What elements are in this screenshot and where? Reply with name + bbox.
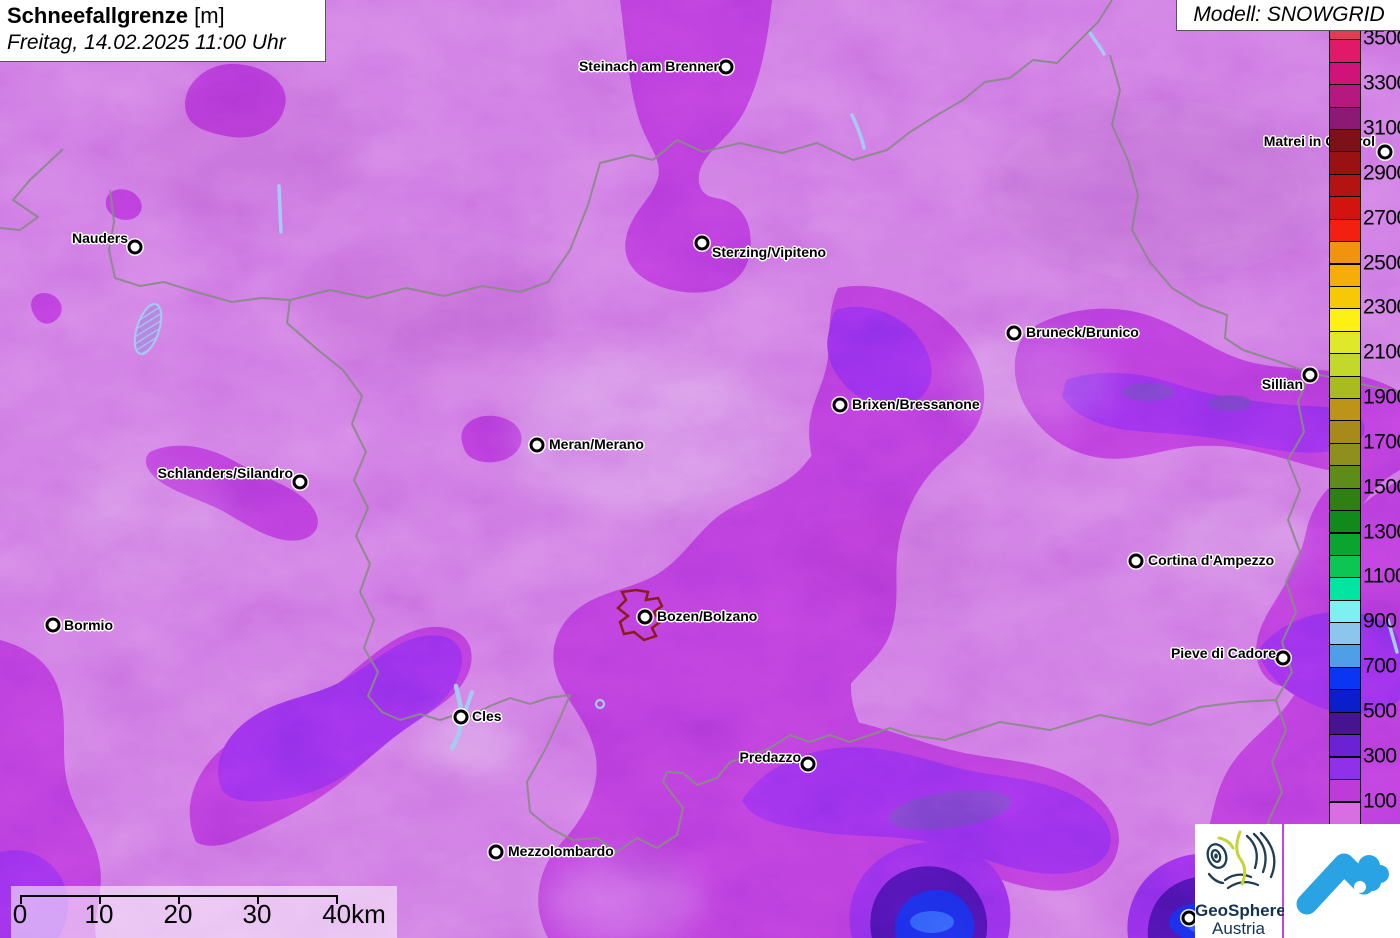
colorbar-segment [1330, 376, 1360, 399]
city-marker [1377, 144, 1393, 160]
city-label: Pieve di Cadore [1170, 645, 1276, 661]
model-box: Modell: SNOWGRID [1176, 0, 1400, 31]
colorbar-segment [1330, 600, 1360, 623]
city-label: Predazzo [739, 749, 801, 765]
scalebar: 0 10 20 30 40km [11, 886, 397, 938]
colorbar-segment [1330, 466, 1360, 489]
city-label: Cles [472, 708, 502, 724]
colorbar-segment [1330, 578, 1360, 601]
colorbar-segment [1330, 510, 1360, 534]
scalebar-label: 10 [84, 899, 114, 929]
scalebar-tick [99, 895, 101, 904]
city-marker [1302, 367, 1318, 383]
colorbar-segment [1330, 130, 1360, 153]
city-label: Meran/Merano [549, 436, 644, 452]
city-marker [1128, 553, 1144, 569]
city-marker [453, 709, 469, 725]
colorbar-segment [1330, 735, 1360, 758]
colorbar-segment [1330, 802, 1360, 825]
colorbar-segment [1330, 85, 1360, 108]
colorbar-segment [1330, 667, 1360, 691]
city-label: Bruneck/Brunico [1026, 324, 1139, 340]
city-label: Cortina d'Ampezzo [1148, 552, 1275, 568]
colorbar-segment [1330, 107, 1360, 131]
colorbar-segment [1330, 174, 1360, 198]
city-marker [45, 617, 61, 633]
colorbar-segment [1330, 690, 1360, 713]
colorbar-segment [1330, 622, 1360, 646]
scalebar-label: 20 [163, 899, 193, 929]
geosphere-logo-box: GeoSphere Austria [1195, 824, 1286, 938]
scalebar-tick [20, 895, 22, 904]
city-marker [292, 474, 308, 490]
city-label: Brixen/Bressanone [852, 396, 980, 412]
city-label: Mezzolombardo [508, 843, 614, 859]
city-marker [529, 437, 545, 453]
partner-logo-box [1284, 824, 1400, 938]
city-label: Sillian [1261, 376, 1303, 392]
mountain-cloud-logo-icon [1296, 853, 1389, 915]
title-box: Schneefallgrenze [m] Freitag, 14.02.2025… [0, 0, 326, 62]
city-marker [694, 235, 710, 251]
colorbar-segment [1330, 533, 1360, 556]
city-marker [637, 609, 653, 625]
city-marker [800, 756, 816, 772]
city-marker [488, 844, 504, 860]
geosphere-logo-name: GeoSphere [1195, 901, 1286, 920]
scalebar-tick [178, 895, 180, 904]
geosphere-logo-icon [1206, 830, 1276, 890]
city-marker [718, 59, 734, 75]
geosphere-logo-country: Austria [1212, 919, 1265, 938]
colorbar-segment [1330, 443, 1360, 467]
colorbar-segment [1330, 264, 1360, 287]
bozen-boundary [616, 588, 664, 642]
title-parameter: Schneefallgrenze [7, 3, 188, 28]
colorbar [1329, 17, 1361, 826]
colorbar-segment [1330, 331, 1360, 355]
colorbar-segment [1330, 242, 1360, 265]
model-label: Modell: SNOWGRID [1193, 3, 1385, 26]
city-marker [127, 239, 143, 255]
colorbar-segment [1330, 309, 1360, 332]
rivers-and-lakes [133, 31, 1399, 751]
colorbar-segment [1330, 219, 1360, 243]
colorbar-segment [1330, 645, 1360, 668]
colorbar-segment [1330, 421, 1360, 444]
lake-reschensee [133, 303, 163, 355]
colorbar-segment [1330, 152, 1360, 175]
colorbar-segment [1330, 197, 1360, 220]
scalebar-label: 0 [12, 899, 28, 929]
city-marker [1006, 325, 1022, 341]
city-label: Steinach am Brenner [578, 58, 719, 74]
city-marker [1275, 650, 1291, 666]
scalebar-label: 40km [322, 899, 386, 929]
city-marker [832, 397, 848, 413]
colorbar-segment [1330, 286, 1360, 310]
city-label: Schlanders/Silandro [157, 465, 293, 481]
colorbar-segment [1330, 398, 1360, 422]
colorbar-segment [1330, 40, 1360, 63]
title-unit: [m] [194, 3, 225, 28]
city-label: Bormio [64, 617, 113, 633]
scalebar-label: 30 [242, 899, 272, 929]
colorbar-segment [1330, 712, 1360, 735]
scalebar-tick [257, 895, 259, 904]
map-title: Schneefallgrenze [m] [7, 3, 325, 29]
colorbar-segment [1330, 779, 1360, 803]
colorbar-segment [1330, 555, 1360, 579]
scalebar-tick [336, 895, 338, 904]
city-label: Bozen/Bolzano [657, 608, 758, 624]
colorbar-segment [1330, 354, 1360, 377]
city-label: Sterzing/Vipiteno [712, 244, 827, 260]
colorbar-segment [1330, 488, 1360, 511]
colorbar-segment [1330, 757, 1360, 780]
map-datetime: Freitag, 14.02.2025 11:00 Uhr [7, 31, 286, 54]
colorbar-segment [1330, 62, 1360, 86]
city-label: Nauders [71, 230, 128, 246]
